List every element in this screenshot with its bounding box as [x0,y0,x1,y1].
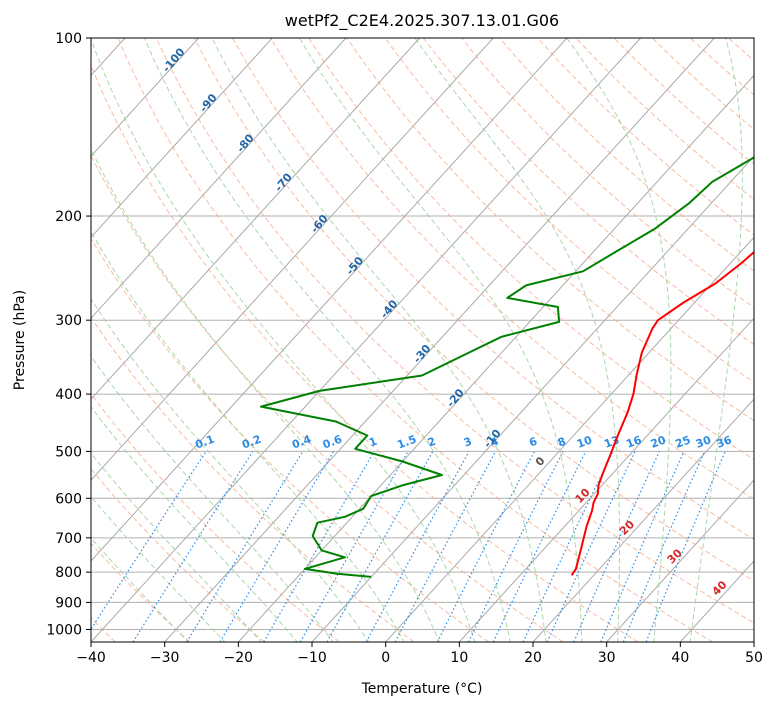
mixing-ratio-label: 3 [462,435,474,450]
moist-adiabat-line [690,38,742,643]
moist-adiabat-line [0,38,189,643]
mixing-ratio-line [623,451,704,642]
x-tick-label: 50 [745,650,763,666]
y-tick-label: 500 [55,444,82,460]
isotherm-line [91,38,641,642]
isotherm-line [0,38,272,642]
dry-adiabat-label: -70 [272,170,295,194]
mixing-ratio-label: 25 [673,433,692,450]
mixing-ratio-line [83,451,206,642]
moist-adiabat-line [47,38,441,643]
dry-adiabat-line [0,38,265,642]
dry-adiabat-line [0,38,190,642]
mixing-ratio-line [187,451,303,642]
isotherm-line [754,38,775,642]
mixing-ratio-label: 1 [367,435,379,450]
dry-adiabat-line [538,38,775,642]
moist-adiabat-line [10,38,405,643]
dry-adiabat-line [729,38,775,642]
moist-adiabat-line [0,38,226,643]
moist-adiabat-line [0,38,262,643]
mixing-ratio-label: 0.1 [193,433,216,452]
mixing-ratio-label: 30 [694,433,713,451]
x-axis-label: Temperature (°C) [361,681,483,697]
y-tick-label: 900 [55,595,82,611]
mixing-ratio-line [547,451,635,642]
mixing-ratio-label: 2 [426,435,438,450]
x-tick-label: −20 [224,650,254,666]
x-tick-label: −40 [76,650,106,666]
y-tick-label: 1000 [46,622,82,638]
isotherm-line [0,38,420,642]
mixing-ratio-label: 16 [624,433,643,451]
dry-adiabat-line [690,38,775,642]
mixing-ratio-line [395,451,495,642]
mixing-ratio-label: 6 [527,435,539,450]
moist-adiabat-line [212,38,546,643]
dry-adiabat-label: -90 [197,91,220,115]
dry-adiabat-line [461,38,775,642]
moist-adiabat-line [299,38,581,643]
moist-adiabat-line [0,38,298,643]
dry-adiabat-label: -30 [411,342,434,366]
y-tick-label: 300 [55,313,82,329]
mixing-ratio-line [574,451,660,642]
mixing-ratio-line [646,451,725,642]
dry-adiabat-line [0,38,414,642]
x-tick-label: −30 [150,650,180,666]
mixing-ratio-line [327,451,433,642]
mixing-ratio-label: 8 [556,435,568,450]
y-tick-label: 800 [55,565,82,581]
dry-adiabat-label: -20 [444,386,467,410]
moist-adiabat-label: 40 [710,578,730,598]
y-axis-label: Pressure (hPa) [12,290,28,390]
chart-title: wetPf2_C2E4.2025.307.13.01.G06 [285,11,559,31]
y-tick-label: 200 [55,209,82,225]
mixing-ratio-line [493,451,585,642]
moist-adiabat-label: 30 [665,546,685,566]
dry-adiabat-label: -100 [160,45,188,75]
mixing-ratio-line [366,451,469,642]
x-tick-label: 40 [671,650,689,666]
mixing-ratio-label: 36 [715,433,734,451]
mixing-ratio-label: 0.4 [290,433,313,452]
x-tick-label: −10 [297,650,327,666]
mixing-ratio-label: 10 [575,433,594,451]
isotherm-line [533,38,775,642]
mixing-ratio-label: 0.2 [240,433,263,452]
x-tick-label: 0 [381,650,390,666]
x-tick-label: 30 [598,650,616,666]
isotherm-line [459,38,775,642]
dry-adiabat-line [271,38,775,642]
dry-adiabat-label: -60 [308,212,331,236]
x-tick-label: 20 [524,650,542,666]
mixing-ratio-label: 20 [649,433,668,451]
x-tick-label: 10 [450,650,468,666]
moist-adiabat-label: 20 [617,518,637,538]
moist-adiabat-line [567,38,671,643]
mixing-ratio-line [601,451,684,642]
background-lines [0,38,775,643]
dry-adiabat-label: -50 [343,254,366,278]
temperature-profile-line [572,38,775,575]
isotherm-line [17,38,567,642]
y-tick-label: 600 [55,491,82,507]
moist-adiabat-line [91,38,476,643]
moist-adiabat-label: 10 [573,486,593,506]
y-tick-label: 400 [55,387,82,403]
y-tick-label: 700 [55,531,82,547]
dry-adiabat-label: -10 [481,427,504,451]
dry-adiabat-line [80,38,638,642]
moist-adiabat-line [0,38,370,643]
y-tick-label: 100 [55,31,82,47]
dry-adiabat-label: -80 [234,131,257,155]
